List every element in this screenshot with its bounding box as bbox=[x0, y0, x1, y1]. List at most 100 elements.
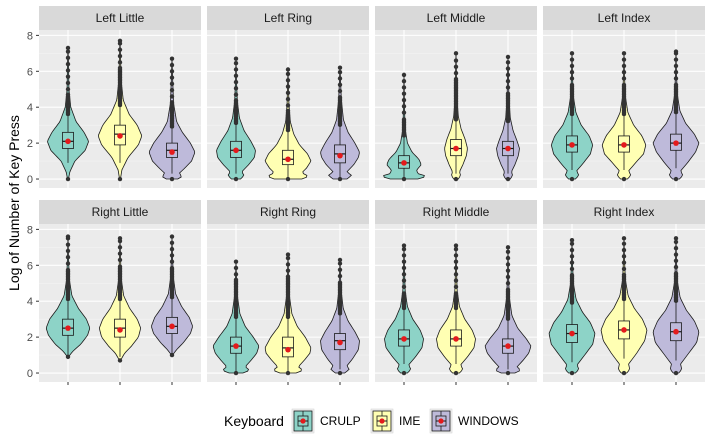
outlier-point bbox=[621, 236, 627, 241]
outlier-point bbox=[285, 268, 291, 273]
mean-point-left-middle-windows bbox=[505, 145, 511, 152]
outlier-point bbox=[621, 272, 627, 278]
outlier-point bbox=[233, 272, 239, 277]
mean-point-left-little-windows bbox=[169, 149, 175, 155]
outlier-point bbox=[401, 243, 407, 248]
outlier-point bbox=[673, 82, 679, 87]
outlier-point bbox=[169, 240, 175, 246]
outlier-point bbox=[673, 57, 679, 62]
panel-title-left-ring: Left Ring bbox=[264, 11, 312, 25]
outlier-point bbox=[569, 51, 575, 56]
panel-strip-left-ring bbox=[207, 6, 369, 30]
outlier-point bbox=[233, 370, 239, 376]
y-tick-label: 6 bbox=[27, 66, 33, 78]
mean-point-right-little-crulp bbox=[65, 325, 71, 331]
outlier-point bbox=[285, 84, 291, 89]
outlier-point bbox=[337, 95, 343, 100]
outlier-point bbox=[285, 96, 291, 102]
outlier-point bbox=[673, 252, 679, 257]
legend-label-crulp: CRULP bbox=[320, 414, 361, 428]
outlier-point bbox=[621, 57, 627, 62]
outlier-point bbox=[401, 117, 407, 122]
outlier-point bbox=[673, 49, 679, 54]
outlier-point bbox=[621, 76, 627, 81]
outlier-point bbox=[337, 88, 343, 94]
outlier-point bbox=[65, 261, 71, 266]
outlier-point bbox=[285, 103, 291, 108]
violin-group-left-index-windows bbox=[652, 49, 700, 182]
outlier-point bbox=[117, 53, 123, 59]
outlier-point bbox=[569, 176, 575, 182]
outlier-point bbox=[285, 108, 291, 113]
violin-group-left-middle-windows bbox=[496, 54, 520, 182]
outlier-point bbox=[401, 78, 407, 84]
outlier-point bbox=[169, 259, 175, 264]
outlier-point bbox=[569, 370, 575, 376]
outlier-point bbox=[569, 254, 575, 259]
outlier-point bbox=[453, 58, 459, 63]
outlier-point bbox=[285, 370, 291, 376]
outlier-point bbox=[453, 278, 459, 283]
legend-label-ime: IME bbox=[399, 414, 420, 428]
outlier-point bbox=[673, 258, 679, 264]
outlier-point bbox=[285, 176, 291, 182]
outlier-point bbox=[621, 176, 627, 182]
outlier-point bbox=[233, 277, 239, 283]
outlier-point bbox=[337, 370, 343, 376]
outlier-point bbox=[505, 78, 511, 84]
outlier-point bbox=[169, 87, 175, 93]
outlier-point bbox=[401, 91, 407, 96]
panel-title-left-middle: Left Middle bbox=[427, 11, 486, 25]
mean-point-left-index-crulp bbox=[569, 142, 575, 148]
panel-left-middle: Left Middle bbox=[375, 6, 537, 188]
panel-strip-right-ring bbox=[207, 200, 369, 224]
outlier-point bbox=[453, 64, 459, 70]
panel-title-right-middle: Right Middle bbox=[423, 205, 490, 219]
outlier-point bbox=[673, 236, 679, 241]
violin-group-left-ring-ime bbox=[264, 67, 312, 182]
panel-left-ring: Left Ring bbox=[207, 6, 369, 188]
outlier-point bbox=[505, 85, 511, 90]
outlier-point bbox=[505, 281, 511, 286]
outlier-point bbox=[621, 241, 627, 246]
outlier-point bbox=[673, 239, 679, 245]
outlier-point bbox=[505, 268, 511, 273]
mean-point-right-index-ime bbox=[621, 327, 627, 333]
outlier-point bbox=[233, 56, 239, 61]
outlier-point bbox=[621, 370, 627, 376]
y-tick-label: 6 bbox=[27, 260, 33, 272]
outlier-point bbox=[621, 51, 627, 56]
violin-group-right-ring-windows bbox=[320, 257, 360, 376]
outlier-point bbox=[233, 176, 239, 182]
panel-title-left-index: Left Index bbox=[598, 11, 651, 25]
legend-key-mean-crulp bbox=[300, 418, 306, 424]
outlier-point bbox=[673, 63, 679, 69]
outlier-point bbox=[505, 91, 511, 96]
violin-group-left-little-ime bbox=[98, 38, 142, 182]
outlier-point bbox=[169, 253, 175, 258]
outlier-point bbox=[621, 254, 627, 259]
outlier-point bbox=[117, 60, 123, 65]
panel-strip-left-little bbox=[39, 6, 201, 30]
violin-group-right-index-windows bbox=[652, 236, 700, 376]
outlier-point bbox=[65, 242, 71, 247]
outlier-point bbox=[401, 284, 407, 290]
legend-key-mean-windows bbox=[438, 418, 444, 424]
outlier-point bbox=[337, 257, 343, 263]
outlier-point bbox=[505, 370, 511, 376]
panel-right-middle: Right Middle bbox=[375, 200, 537, 385]
outlier-point bbox=[285, 71, 291, 77]
outlier-point bbox=[569, 241, 575, 246]
mean-point-right-ring-windows bbox=[337, 339, 343, 346]
panel-right-ring: Right Ring bbox=[207, 200, 369, 385]
outlier-point bbox=[65, 234, 71, 239]
outlier-point bbox=[65, 267, 71, 273]
outlier-point bbox=[233, 259, 239, 264]
panel-left-little: Left Little 0 2 4 6 8 bbox=[27, 6, 201, 188]
mean-point-right-index-crulp bbox=[569, 330, 575, 337]
outlier-point bbox=[569, 82, 575, 88]
outlier-point bbox=[65, 255, 71, 260]
outlier-point bbox=[65, 248, 71, 254]
legend-key-mean-ime bbox=[379, 418, 385, 424]
mean-point-right-ring-ime bbox=[285, 346, 291, 353]
